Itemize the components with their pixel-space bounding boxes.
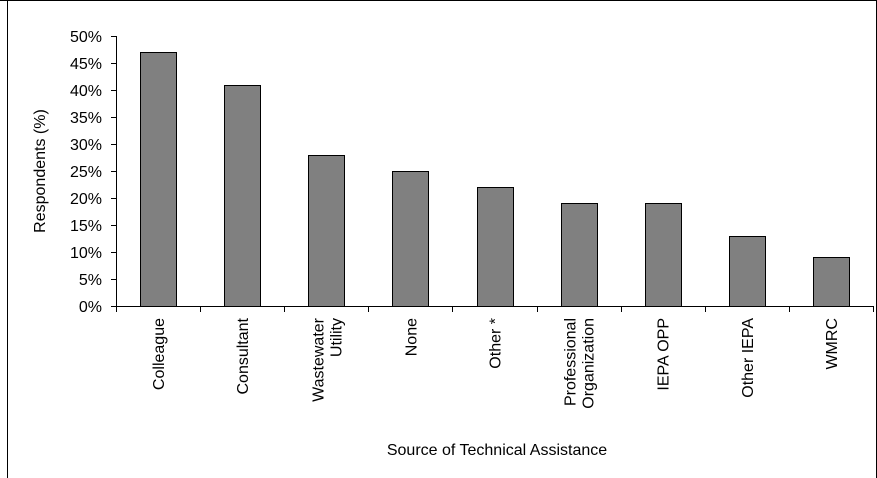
bar	[392, 171, 429, 307]
x-tick-label: IEPA OPP	[656, 318, 673, 391]
x-tick-label-line: Consultant	[235, 317, 252, 394]
x-tick-label-line: Organization	[581, 318, 598, 409]
x-tick-label: Other *	[488, 318, 505, 369]
x-axis-label: Source of Technical Assistance	[387, 442, 607, 459]
x-tick-label-line: Other *	[488, 318, 505, 369]
y-tick-label: 0%	[79, 299, 102, 316]
x-tick-label-line: WMRC	[824, 318, 841, 370]
y-tick-label: 20%	[70, 191, 102, 208]
bar	[224, 85, 261, 307]
bar-group	[140, 52, 850, 307]
y-tick-label: 30%	[70, 137, 102, 154]
x-axis: Colleague Consultant Wastewater Utility None…	[116, 306, 874, 409]
bar	[813, 257, 850, 307]
y-tick-label: 5%	[79, 272, 102, 289]
x-tick-label-line: Wastewater	[310, 317, 327, 402]
x-tick-label-line: Professional	[563, 318, 580, 406]
y-tick-label: 35%	[70, 110, 102, 127]
x-tick-label: Professional Organization	[563, 318, 598, 409]
x-tick-label: None	[403, 318, 420, 356]
y-tick-label: 15%	[70, 218, 102, 235]
x-tick-label-line: Utility	[328, 318, 345, 357]
bar	[729, 236, 766, 307]
x-tick-label-line: IEPA OPP	[656, 318, 673, 391]
y-tick-label: 50%	[70, 29, 102, 46]
y-axis: 0% 5% 10% 15% 20% 25% 30% 35% 40% 45% 50%	[70, 29, 117, 316]
y-tick-label: 45%	[70, 56, 102, 73]
x-tick-label-line: Other IEPA	[740, 318, 757, 398]
y-tick-label: 10%	[70, 245, 102, 262]
x-tick-label: Colleague	[151, 318, 168, 390]
y-tick-label: 25%	[70, 164, 102, 181]
x-tick-label-line: Colleague	[151, 318, 168, 390]
x-tick-label: Other IEPA	[740, 318, 757, 398]
y-tick-label: 40%	[70, 83, 102, 100]
y-axis-label: Respondents (%)	[32, 109, 49, 233]
bar	[308, 155, 345, 307]
x-tick-label: Wastewater Utility	[310, 317, 345, 402]
bar	[140, 52, 177, 307]
bar	[645, 203, 682, 307]
x-tick-label-line: None	[403, 318, 420, 356]
bar	[477, 187, 514, 307]
x-tick-label: WMRC	[824, 318, 841, 370]
x-tick-label: Consultant	[235, 317, 252, 394]
bar	[561, 203, 598, 307]
